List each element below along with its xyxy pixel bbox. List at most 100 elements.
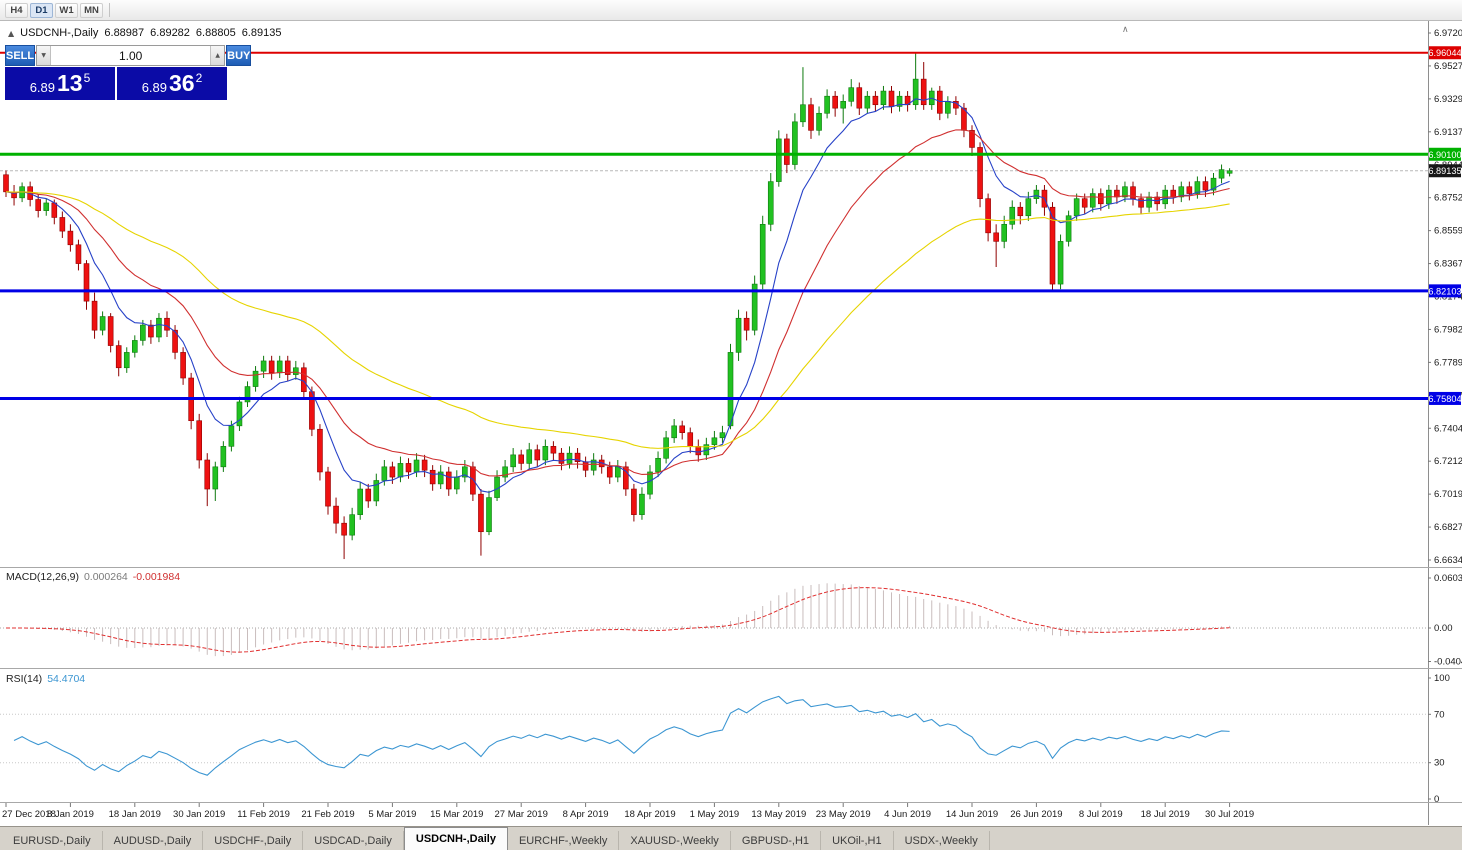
svg-text:1 May 2019: 1 May 2019 — [690, 809, 740, 820]
buy-button[interactable]: BUY — [226, 45, 252, 66]
candle — [196, 420, 202, 461]
candle — [462, 466, 468, 478]
candle — [1009, 206, 1016, 225]
macd-panel: 0.060342 0.00 -0.040415 — [0, 573, 1462, 667]
sell-price-display: 6.89 13 5 — [5, 67, 115, 100]
timeframe-button-w1[interactable]: W1 — [55, 2, 78, 18]
candle — [574, 452, 581, 463]
toolbar-separator — [109, 3, 110, 17]
candle — [526, 449, 533, 464]
candle — [470, 466, 476, 495]
candle — [896, 95, 903, 107]
tab-usdcnh-daily[interactable]: USDCNH-,Daily — [403, 827, 508, 850]
candle — [172, 329, 178, 353]
candle — [936, 90, 943, 114]
candle — [453, 476, 460, 490]
candle — [59, 217, 66, 232]
svg-text:13 May 2019: 13 May 2019 — [751, 809, 806, 820]
candle — [969, 130, 975, 148]
timeframe-button-d1[interactable]: D1 — [30, 2, 53, 18]
volume-input[interactable] — [51, 46, 211, 65]
ma-line-20 — [5, 129, 1230, 477]
candle — [510, 454, 516, 468]
candle — [993, 232, 999, 242]
tab-eurchf-weekly[interactable]: EURCHF-,Weekly — [508, 831, 620, 850]
svg-text:30 Jan 2019: 30 Jan 2019 — [173, 809, 225, 820]
price-badge: 6.82103 — [1428, 284, 1462, 298]
tab-ukoil-h1[interactable]: UKOil-,H1 — [821, 831, 894, 850]
candle — [204, 459, 211, 490]
tab-usdchf-daily[interactable]: USDCHF-,Daily — [203, 831, 304, 850]
candle — [800, 104, 806, 123]
candle — [123, 352, 130, 369]
candle — [550, 446, 557, 454]
chart-tabs-bar: EURUSD-,Daily AUDUSD-,Daily USDCHF-,Dail… — [0, 826, 1462, 850]
candle — [759, 223, 766, 285]
candle — [1130, 186, 1136, 199]
candle — [1218, 169, 1225, 179]
candle — [478, 493, 484, 533]
volume-down-icon: ▼ — [41, 52, 46, 59]
candle — [228, 425, 235, 447]
candle — [43, 202, 50, 211]
candle — [212, 466, 219, 490]
sell-price-big: 13 — [57, 70, 83, 96]
price-axis[interactable]: 6.972006.952756.932956.913706.894456.875… — [1428, 28, 1462, 566]
timeframe-button-h4[interactable]: H4 — [5, 2, 28, 18]
candle — [1073, 198, 1080, 217]
ohlc-high: 6.89282 — [150, 27, 190, 39]
candle — [808, 104, 814, 131]
svg-text:23 May 2019: 23 May 2019 — [816, 809, 871, 820]
candle — [301, 367, 307, 392]
tab-audusd-daily[interactable]: AUDUSD-,Daily — [103, 831, 204, 850]
candle — [115, 345, 122, 369]
svg-text:6.87520: 6.87520 — [1434, 193, 1462, 204]
macd-label-text: MACD(12,26,9) — [6, 571, 79, 583]
candle — [35, 199, 42, 211]
rsi-line — [13, 695, 1230, 776]
tab-usdx-weekly[interactable]: USDX-,Weekly — [894, 831, 990, 850]
timeframe-toolbar: H4 D1 W1 MN — [0, 0, 1462, 21]
candle — [767, 181, 774, 225]
macd-signal-line — [5, 587, 1230, 653]
tab-eurusd-daily[interactable]: EURUSD-,Daily — [2, 831, 103, 850]
svg-text:27 Mar 2019: 27 Mar 2019 — [495, 809, 548, 820]
tab-gbpusd-h1[interactable]: GBPUSD-,H1 — [731, 831, 822, 850]
candle — [518, 454, 525, 464]
candle — [132, 340, 138, 353]
candle — [341, 522, 347, 536]
candle — [413, 459, 420, 473]
rsi-panel: 100 70 30 0 — [0, 673, 1450, 805]
rsi-value: 54.4704 — [47, 673, 86, 685]
tab-usdcad-daily[interactable]: USDCAD-,Daily — [303, 831, 404, 850]
timeframe-button-mn[interactable]: MN — [80, 2, 103, 18]
candle — [333, 505, 339, 524]
candle — [75, 244, 82, 264]
macd-main-value: 0.000264 — [83, 571, 128, 583]
candle — [236, 401, 243, 427]
candle — [1194, 181, 1201, 194]
volume-decrease-button[interactable]: ▼ — [37, 46, 52, 65]
candle — [655, 457, 661, 473]
candle — [148, 324, 154, 338]
candle — [792, 121, 798, 165]
svg-text:21 Feb 2019: 21 Feb 2019 — [301, 809, 354, 820]
tab-xauusd-weekly[interactable]: XAUUSD-,Weekly — [619, 831, 731, 850]
svg-text:15 Mar 2019: 15 Mar 2019 — [430, 809, 483, 820]
ohlc-open: 6.88987 — [104, 27, 145, 39]
candle — [1146, 196, 1152, 208]
svg-text:6.74045: 6.74045 — [1434, 423, 1462, 434]
svg-text:6.82103: 6.82103 — [1428, 286, 1461, 296]
trade-panel-toggle-icon[interactable]: ▲ — [8, 28, 15, 38]
collapse-chevron-icon[interactable]: ∧ — [1122, 25, 1129, 35]
buy-price-base: 6.89 — [141, 79, 168, 95]
candle — [91, 300, 98, 331]
volume-increase-button[interactable]: ▲ — [210, 46, 225, 65]
sell-button[interactable]: SELL — [5, 45, 36, 66]
candle — [389, 466, 396, 478]
svg-text:14 Jun 2019: 14 Jun 2019 — [946, 809, 998, 820]
volume-up-icon: ▲ — [215, 52, 220, 59]
candle — [349, 514, 355, 536]
